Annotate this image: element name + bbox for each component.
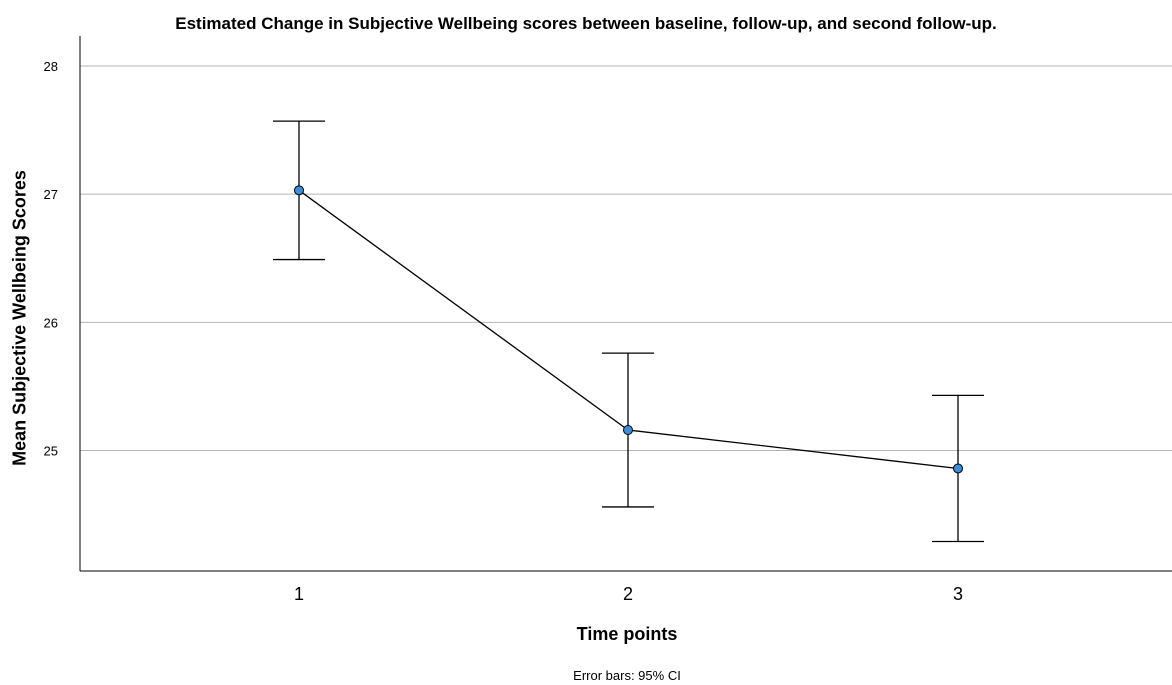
y-tick-label: 25 xyxy=(44,444,58,459)
error-bar-footnote: Error bars: 95% CI xyxy=(573,668,681,683)
x-axis-label: Time points xyxy=(576,624,678,644)
data-point xyxy=(953,463,963,474)
x-tick-label: 2 xyxy=(623,584,633,604)
y-tick-label: 26 xyxy=(44,315,58,330)
chart-title: Estimated Change in Subjective Wellbeing… xyxy=(175,14,997,33)
x-tick-label: 3 xyxy=(953,584,963,604)
y-tick-label: 27 xyxy=(44,187,58,202)
data-point xyxy=(623,425,633,436)
y-tick-label: 28 xyxy=(44,59,58,74)
data-point xyxy=(294,185,304,196)
x-tick-label: 1 xyxy=(294,584,304,604)
